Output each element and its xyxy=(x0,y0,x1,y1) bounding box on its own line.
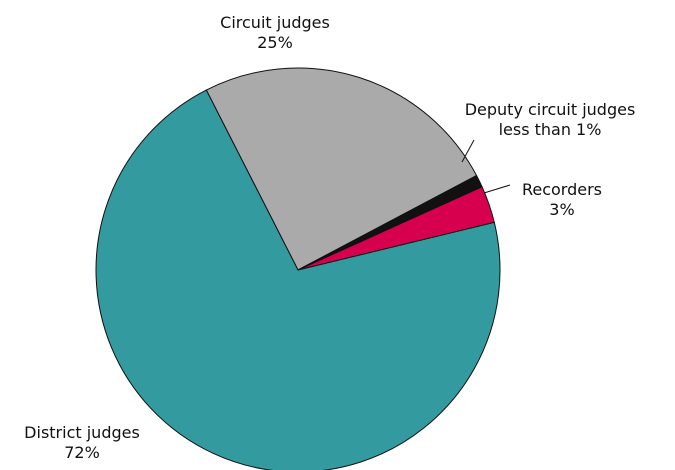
pie-slice xyxy=(205,67,478,271)
leader-line xyxy=(483,184,511,194)
value-label: 25% xyxy=(257,33,293,52)
leader-line xyxy=(461,139,475,163)
value-label: less than 1% xyxy=(499,120,602,139)
slice-label: Circuit judges xyxy=(220,13,330,32)
value-label: 3% xyxy=(549,200,574,219)
pie-slice xyxy=(95,89,501,470)
slice-label: Recorders xyxy=(522,180,602,199)
value-label: 72% xyxy=(64,443,100,462)
slice-label: Deputy circuit judges xyxy=(465,100,636,119)
slice-label: District judges xyxy=(24,423,140,442)
